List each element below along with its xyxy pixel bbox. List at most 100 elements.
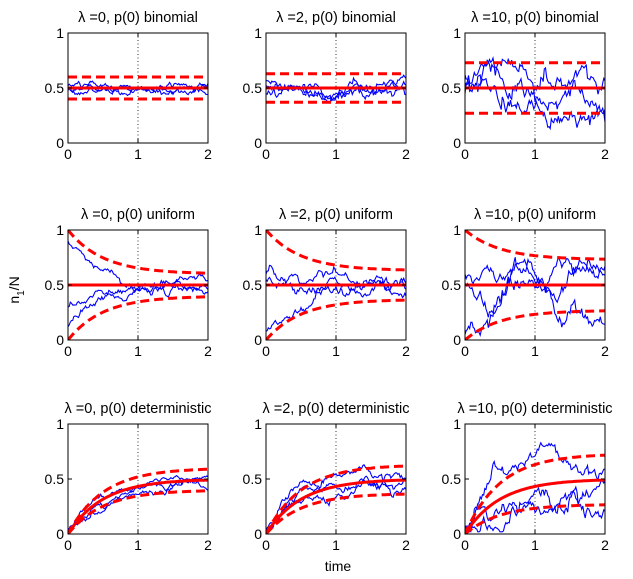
subplot: λ =0, p(0) uniform 0 1 2 0 0.5 1 bbox=[45, 207, 213, 359]
trajectory-line bbox=[68, 273, 208, 328]
subplot-data bbox=[68, 75, 208, 101]
x-tick-label: 0 bbox=[461, 343, 469, 359]
y-tick-label: 0 bbox=[254, 526, 262, 542]
upper-bound-line bbox=[465, 230, 605, 261]
y-tick-label: 0 bbox=[453, 332, 461, 348]
y-axis-label-tail: /N bbox=[6, 276, 22, 290]
subplot-title-init: p(0) uniform bbox=[113, 207, 195, 223]
y-tick-label: 0 bbox=[56, 526, 64, 542]
x-tick-label: 0 bbox=[262, 537, 270, 553]
y-tick-label: 0 bbox=[56, 332, 64, 348]
trajectory-line bbox=[68, 80, 208, 97]
x-tick-label: 1 bbox=[531, 146, 539, 162]
subplot-title: λ =10, p(0) binomial bbox=[471, 10, 599, 26]
subplot-data bbox=[465, 230, 605, 340]
x-tick-label: 0 bbox=[64, 343, 72, 359]
x-tick-label: 2 bbox=[402, 537, 410, 553]
subplot-title-lambda: λ =0, bbox=[78, 10, 110, 26]
subplot-title-lambda: λ =10, bbox=[474, 207, 514, 223]
trajectory-line bbox=[465, 441, 605, 533]
x-tick-label: 1 bbox=[332, 343, 340, 359]
y-tick-label: 1 bbox=[453, 25, 461, 41]
mean-line bbox=[68, 478, 208, 534]
y-tick-label: 0.5 bbox=[442, 277, 462, 293]
x-tick-label: 0 bbox=[262, 343, 270, 359]
trajectory-line bbox=[266, 274, 406, 332]
subplot: λ =10, p(0) uniform 0 1 2 0 0.5 1 bbox=[442, 207, 610, 359]
y-tick-label: 0.5 bbox=[45, 471, 65, 487]
subplot-data bbox=[465, 441, 605, 534]
subplot-title-lambda: λ =10, bbox=[457, 401, 497, 417]
x-tick-label: 0 bbox=[64, 537, 72, 553]
x-tick-label: 2 bbox=[402, 343, 410, 359]
mean-line bbox=[266, 478, 406, 534]
y-tick-label: 1 bbox=[254, 222, 262, 238]
upper-bound-line bbox=[68, 467, 208, 534]
subplot-title: λ =2, p(0) binomial bbox=[276, 10, 396, 26]
x-tick-label: 2 bbox=[601, 146, 609, 162]
x-tick-label: 1 bbox=[531, 343, 539, 359]
subplot: λ =0, p(0) binomial 0 1 2 0 0.5 1 bbox=[45, 10, 213, 162]
subplot-title-init: p(0) binomial bbox=[511, 10, 599, 26]
subplot-title: λ =10, p(0) deterministic bbox=[457, 401, 612, 417]
subplot: λ =2, p(0) binomial 0 1 2 0 0.5 1 bbox=[243, 10, 411, 162]
subplot-title-lambda: λ =0, bbox=[64, 401, 96, 417]
subplot-title-init: p(0) binomial bbox=[308, 10, 396, 26]
trajectory-line bbox=[465, 257, 605, 337]
subplot: λ =10, p(0) binomial 0 1 2 0 0.5 1 bbox=[442, 10, 610, 162]
subplot: λ =2, p(0) uniform 0 1 2 0 0.5 1 bbox=[243, 207, 411, 359]
y-axis-label-main: n bbox=[6, 296, 22, 304]
mean-line bbox=[465, 478, 605, 534]
subplot-title-lambda: λ =10, bbox=[471, 10, 511, 26]
subplot-title: λ =2, p(0) deterministic bbox=[262, 401, 409, 417]
y-tick-label: 1 bbox=[453, 416, 461, 432]
subplot-title-init: p(0) binomial bbox=[110, 10, 198, 26]
subplot-data bbox=[68, 230, 208, 340]
y-tick-label: 0.5 bbox=[243, 277, 263, 293]
trajectory-line bbox=[266, 479, 406, 532]
y-tick-label: 1 bbox=[56, 25, 64, 41]
x-tick-label: 1 bbox=[531, 537, 539, 553]
y-tick-label: 0 bbox=[254, 135, 262, 151]
subplot-title: λ =2, p(0) uniform bbox=[279, 207, 393, 223]
y-tick-label: 0 bbox=[56, 135, 64, 151]
x-tick-label: 2 bbox=[204, 146, 212, 162]
y-tick-label: 0.5 bbox=[442, 80, 462, 96]
subplot-data bbox=[68, 467, 208, 534]
subplot-title-lambda: λ =2, bbox=[262, 401, 294, 417]
trajectory-line bbox=[465, 256, 605, 318]
x-tick-label: 2 bbox=[204, 537, 212, 553]
y-tick-label: 0.5 bbox=[243, 80, 263, 96]
x-tick-label: 1 bbox=[332, 537, 340, 553]
x-tick-label: 2 bbox=[402, 146, 410, 162]
trajectory-line bbox=[266, 266, 406, 293]
y-tick-label: 0.5 bbox=[442, 471, 462, 487]
x-tick-label: 2 bbox=[601, 343, 609, 359]
subplot: λ =2, p(0) deterministic 0 1 2 0 0.5 1 bbox=[243, 401, 411, 553]
subplot-title-init: p(0) uniform bbox=[311, 207, 393, 223]
x-tick-label: 1 bbox=[134, 537, 142, 553]
trajectory-line bbox=[465, 485, 605, 533]
upper-bound-line bbox=[68, 230, 208, 275]
lower-bound-line bbox=[266, 492, 406, 534]
x-tick-label: 1 bbox=[332, 146, 340, 162]
y-tick-label: 0.5 bbox=[45, 277, 65, 293]
subplot-title: λ =0, p(0) uniform bbox=[81, 207, 195, 223]
upper-bound-line bbox=[266, 230, 406, 272]
x-tick-label: 2 bbox=[204, 343, 212, 359]
subplot: λ =0, p(0) deterministic 0 1 2 0 0.5 1 bbox=[45, 401, 213, 553]
x-axis-label: time bbox=[325, 558, 352, 574]
subplot-title-lambda: λ =2, bbox=[279, 207, 311, 223]
subplot-title-init: p(0) deterministic bbox=[497, 401, 612, 417]
subplot-data bbox=[266, 230, 406, 340]
x-tick-label: 0 bbox=[262, 146, 270, 162]
y-axis-label-subscript: 1 bbox=[16, 290, 27, 296]
x-tick-label: 1 bbox=[134, 146, 142, 162]
subplot-title-lambda: λ =2, bbox=[276, 10, 308, 26]
subplot-title: λ =10, p(0) uniform bbox=[474, 207, 596, 223]
y-tick-label: 0 bbox=[453, 526, 461, 542]
lower-bound-line bbox=[465, 309, 605, 340]
subplot-title-init: p(0) uniform bbox=[514, 207, 596, 223]
subplot-data bbox=[266, 72, 406, 104]
